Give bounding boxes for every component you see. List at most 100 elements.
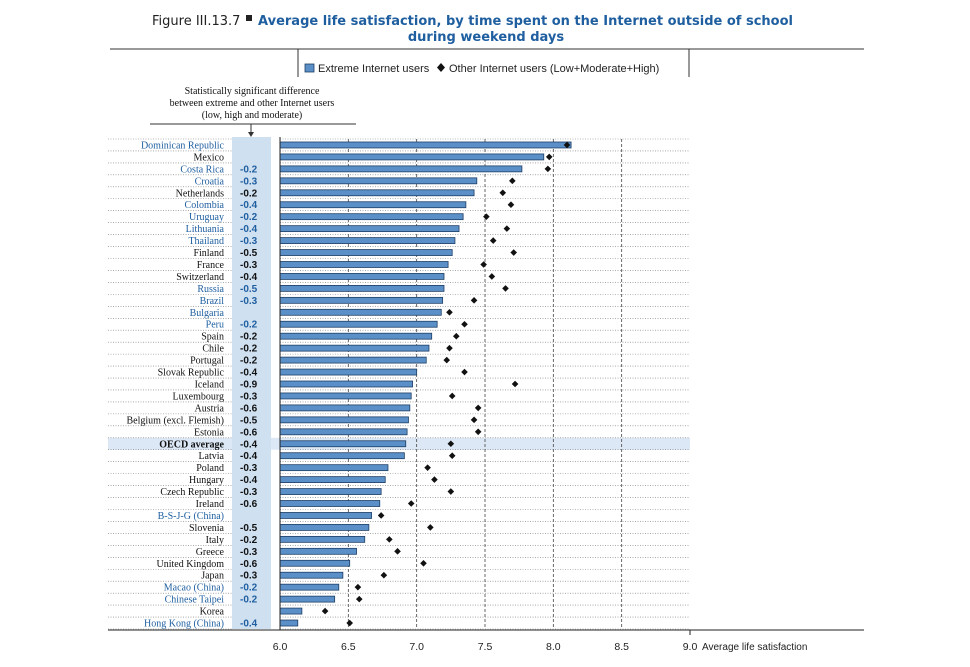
title-bullet	[246, 15, 252, 21]
bar-extreme	[279, 488, 382, 495]
country-label: United Kingdom	[157, 559, 225, 570]
bar-extreme	[279, 237, 456, 244]
marker-other	[509, 177, 516, 185]
marker-other	[354, 583, 362, 591]
country-label: Luxembourg	[173, 391, 224, 402]
country-label: France	[197, 260, 225, 271]
diff-value: -0.3	[240, 176, 258, 187]
diff-value: -0.3	[240, 463, 258, 474]
marker-other	[447, 488, 455, 495]
diff-value: -0.5	[240, 415, 258, 426]
marker-other	[510, 249, 517, 256]
x-axis-title: Average life satisfaction	[702, 642, 807, 653]
country-label: Colombia	[185, 200, 225, 211]
country-label: Finland	[193, 248, 224, 259]
marker-other	[448, 392, 456, 400]
marker-other	[427, 524, 434, 531]
diff-value: -0.2	[240, 535, 258, 546]
marker-other	[346, 619, 353, 627]
marker-other	[474, 404, 482, 412]
country-label: Costa Rica	[180, 164, 224, 175]
bar-extreme	[279, 524, 370, 531]
country-label: Thailand	[188, 236, 224, 247]
diff-value: -0.9	[240, 380, 258, 391]
marker-other	[446, 344, 453, 352]
country-label: Austria	[195, 403, 225, 414]
bar-extreme	[279, 356, 427, 364]
bar-extreme	[279, 344, 430, 352]
country-label: B-S-J-G (China)	[158, 511, 224, 522]
bar-extreme	[279, 213, 464, 221]
bar-extreme	[279, 512, 372, 519]
diff-value: -0.6	[240, 499, 258, 510]
bar-extreme	[279, 249, 453, 256]
bar-extreme	[279, 392, 412, 400]
diff-value: -0.2	[240, 344, 258, 355]
marker-other	[443, 356, 451, 364]
diff-value: -0.2	[240, 320, 258, 331]
diff-value: -0.6	[240, 559, 258, 570]
diff-value: -0.3	[240, 391, 258, 402]
diff-value: -0.4	[240, 224, 258, 235]
diff-value: -0.6	[240, 427, 258, 438]
country-label: Chile	[202, 344, 224, 355]
legend-label-extreme: Extreme Internet users	[318, 63, 430, 75]
bar-extreme	[279, 165, 523, 173]
chart-title-line2: during weekend days	[408, 30, 565, 45]
marker-other	[446, 308, 453, 316]
diff-value: -0.4	[240, 619, 258, 630]
marker-other	[394, 548, 401, 555]
country-label: Greece	[196, 547, 225, 558]
country-label: Belgium (excl. Flemish)	[127, 415, 225, 426]
country-label: Russia	[197, 284, 224, 295]
country-label: Chinese Taipei	[165, 595, 225, 606]
marker-other	[453, 332, 460, 340]
diff-value: -0.5	[240, 523, 258, 534]
diff-value: -0.3	[240, 547, 258, 558]
diff-value: -0.3	[240, 296, 258, 307]
bar-extreme	[279, 404, 411, 412]
bar-extreme	[279, 500, 381, 507]
marker-other	[488, 273, 496, 280]
diff-value: -0.2	[240, 583, 258, 594]
bar-extreme	[279, 571, 344, 579]
diff-value: -0.5	[240, 248, 258, 259]
bar-extreme	[279, 296, 444, 304]
country-label: Mexico	[193, 152, 224, 163]
marker-other	[483, 213, 490, 220]
country-label: Japan	[201, 571, 224, 582]
chart-title-line1: Average life satisfaction, by time spent…	[258, 14, 793, 29]
marker-other	[461, 368, 468, 376]
diff-value: -0.4	[240, 200, 258, 211]
country-label: OECD average	[159, 439, 224, 450]
marker-other	[545, 153, 553, 161]
bar-extreme	[279, 476, 386, 483]
bar-extreme	[279, 320, 438, 328]
x-tick-label: 8.5	[614, 641, 629, 653]
figure-label: Figure III.13.7	[152, 14, 240, 29]
diff-value: -0.4	[240, 368, 258, 379]
country-label: Peru	[206, 320, 224, 331]
bar-extreme	[279, 547, 357, 555]
sig-arrow-icon	[248, 132, 254, 137]
bar-extreme	[279, 607, 303, 615]
bar-extreme	[279, 452, 405, 460]
country-label: Latvia	[198, 451, 224, 462]
marker-other	[507, 201, 515, 209]
marker-other	[321, 607, 329, 615]
marker-other	[448, 452, 456, 460]
bar-extreme	[279, 619, 299, 627]
marker-other	[544, 165, 552, 173]
marker-other	[470, 416, 478, 424]
diff-value: -0.2	[240, 212, 258, 223]
x-tick-label: 6.0	[273, 641, 288, 653]
marker-other	[447, 440, 455, 448]
x-tick-label: 9.0	[683, 641, 698, 653]
diff-value: -0.3	[240, 236, 258, 247]
diff-value: -0.3	[240, 571, 258, 582]
bar-extreme	[279, 189, 475, 197]
bar-extreme	[279, 464, 389, 472]
bar-extreme	[279, 440, 407, 448]
